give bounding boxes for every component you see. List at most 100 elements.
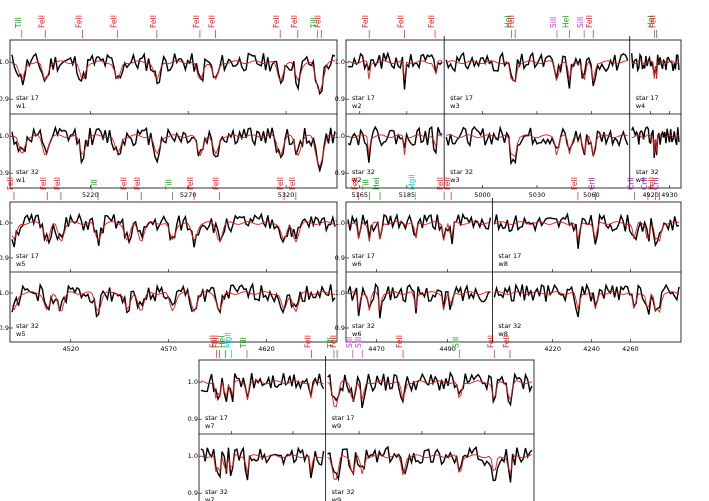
- model-spectrum-line: [11, 221, 336, 243]
- window-label: w8: [498, 260, 507, 268]
- observed-spectrum-line: [445, 125, 629, 166]
- line-label: CrII: [587, 177, 596, 190]
- x-tick-label: 4260: [622, 345, 639, 353]
- observed-spectrum-line: [445, 51, 629, 89]
- x-tick-label: 4570: [160, 345, 177, 353]
- window-label: w7: [205, 422, 214, 430]
- star-label: star 17: [332, 414, 355, 422]
- x-tick-label: 5000: [474, 191, 491, 199]
- line-label: SiII: [354, 337, 363, 348]
- y-tick-label: 0.9: [0, 324, 9, 332]
- window-label: w6: [352, 330, 361, 338]
- y-tick-label: 1.0: [335, 132, 345, 140]
- line-label: TiII: [326, 337, 335, 349]
- star-label: star 32: [205, 488, 228, 496]
- spectrum-panel-middle-left: FeII FeII FeII TiII FeII FeII TiII FeII FeII FeII…: [0, 177, 338, 353]
- model-spectrum-line: [347, 60, 443, 80]
- line-label: FeII: [290, 15, 299, 28]
- line-label: MgII: [224, 332, 233, 348]
- line-label: SiII: [576, 17, 585, 28]
- star-label: star 17: [498, 252, 521, 260]
- y-tick-label: 0.9: [188, 489, 198, 497]
- line-label: FeII: [396, 15, 405, 28]
- window-label: w3: [450, 176, 459, 184]
- y-tick-label: 0.9: [335, 254, 345, 262]
- y-tick-label: 0.9: [0, 95, 9, 103]
- star-label: star 17: [16, 94, 39, 102]
- observed-spectrum-line: [347, 51, 443, 90]
- line-label: TiII: [90, 179, 99, 191]
- y-tick-label: 0.9: [0, 169, 9, 177]
- window-label: w4: [636, 102, 645, 110]
- line-label: FeII: [329, 335, 338, 348]
- window-label: w8: [498, 330, 507, 338]
- line-label: HeI: [646, 16, 655, 28]
- line-label: FeII: [486, 335, 495, 348]
- line-label: FeII: [351, 177, 360, 190]
- model-spectrum-line: [347, 134, 443, 155]
- y-tick-label: 1.0: [0, 289, 9, 297]
- y-tick-label: 0.9: [335, 169, 345, 177]
- model-spectrum-line: [347, 291, 491, 311]
- star-label: star 17: [205, 414, 228, 422]
- model-spectrum-line: [11, 134, 336, 168]
- observed-spectrum-line: [200, 372, 325, 403]
- line-label: FeII: [443, 177, 452, 190]
- observed-spectrum-line: [347, 125, 443, 163]
- x-tick-label: 4240: [583, 345, 600, 353]
- line-label: FeII: [288, 177, 297, 190]
- observed-spectrum-line: [347, 212, 492, 245]
- y-tick-label: 1.0: [188, 378, 198, 386]
- model-spectrum-line: [12, 60, 336, 93]
- observed-spectrum-line: [11, 281, 336, 318]
- line-label: CrII: [652, 177, 661, 190]
- star-label: star 17: [352, 252, 375, 260]
- star-label: star 32: [16, 168, 39, 176]
- line-label: CrII: [640, 177, 649, 190]
- observed-spectrum-line: [493, 212, 680, 249]
- line-label: TiII: [309, 17, 318, 29]
- line-label: SiII: [345, 337, 354, 348]
- line-label: FeII: [119, 177, 128, 190]
- observed-spectrum-line: [327, 370, 533, 409]
- window-label: w5: [16, 260, 25, 268]
- line-label: FeII: [272, 15, 281, 28]
- star-label: star 17: [16, 252, 39, 260]
- line-label: FeII: [395, 335, 404, 348]
- star-label: star 17: [450, 94, 473, 102]
- y-tick-label: 1.0: [335, 219, 345, 227]
- window-label: w6: [352, 260, 361, 268]
- line-label: FeII: [74, 15, 83, 28]
- window-label: w4: [636, 176, 645, 184]
- star-label: star 32: [498, 322, 521, 330]
- line-label: FeII: [361, 15, 370, 28]
- star-label: star 32: [352, 168, 375, 176]
- x-tick-label: 5165: [351, 191, 368, 199]
- model-spectrum-line: [494, 221, 680, 242]
- line-label: FeII: [133, 177, 142, 190]
- line-label: FeII: [570, 177, 579, 190]
- model-spectrum-line: [631, 60, 680, 79]
- model-spectrum-line: [631, 134, 680, 154]
- line-label: FeII: [6, 177, 15, 190]
- line-label: TiII: [14, 17, 23, 29]
- window-label: w2: [352, 176, 361, 184]
- star-label: star 32: [450, 168, 473, 176]
- line-label: FeII: [427, 15, 436, 28]
- model-spectrum-line: [327, 454, 533, 481]
- model-spectrum-line: [347, 221, 491, 242]
- line-label: HeI: [372, 178, 381, 190]
- observed-spectrum-line: [327, 445, 533, 483]
- model-spectrum-line: [494, 291, 680, 314]
- line-label: FeII: [436, 177, 445, 190]
- spectrum-panel-bottom: FeIIHeIFeIIMgIITiIIFeII439044100.91.0sta…: [188, 332, 535, 501]
- line-label: FeII: [313, 15, 322, 28]
- y-tick-label: 0.9: [335, 324, 345, 332]
- observed-spectrum-line: [200, 446, 325, 481]
- line-label: FeII: [208, 15, 217, 28]
- x-tick-label: 5220: [82, 191, 99, 199]
- panel-frame: [198, 359, 535, 501]
